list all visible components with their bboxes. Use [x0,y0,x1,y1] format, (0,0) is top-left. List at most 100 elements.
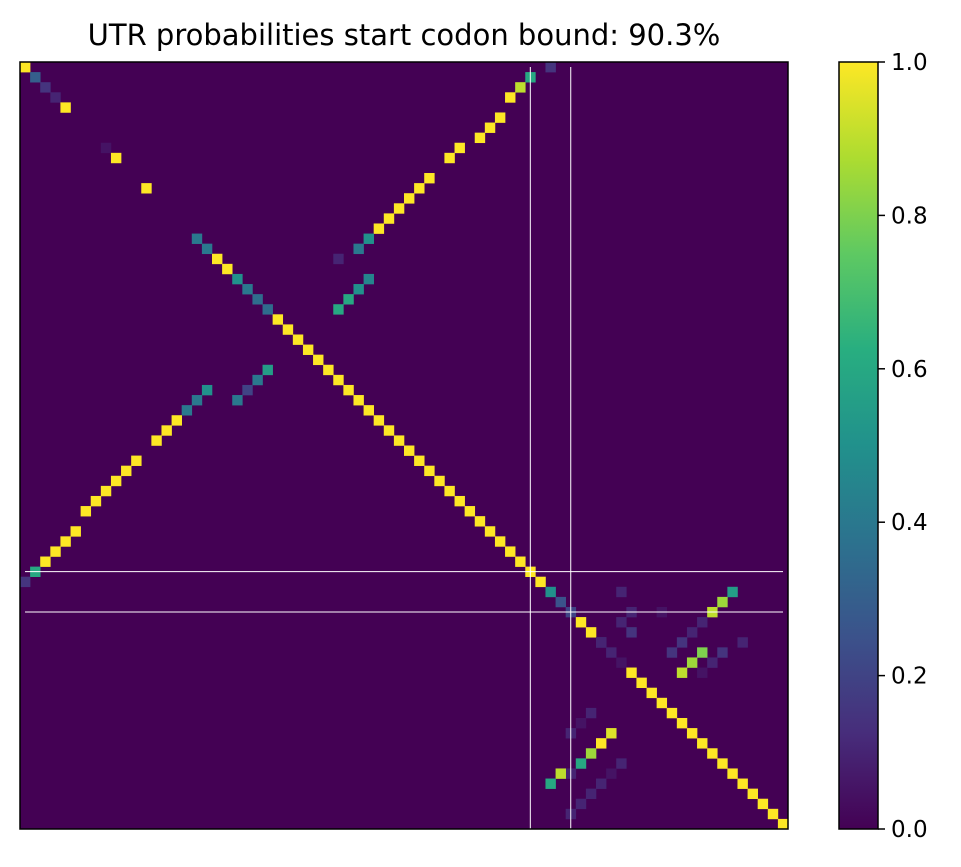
heatmap-cell [40,82,51,93]
heatmap-cell [515,556,526,567]
heatmap-cell [697,647,708,658]
heatmap-cell [616,758,627,769]
heatmap-cell [767,808,779,820]
heatmap-cell [727,768,738,779]
heatmap-cell [505,546,516,557]
heatmap-cell [272,314,284,325]
heatmap-cell [555,596,566,608]
heatmap-cell [555,768,566,779]
heatmap-cell [242,384,253,396]
heatmap-cell [596,738,607,749]
guide-lines [25,67,783,829]
heatmap-cell [222,263,233,275]
heatmap-cell [232,395,243,406]
heatmap-cell [80,506,92,517]
heatmap-cell [454,142,465,154]
colorbar-tick-label: 0.0 [891,817,928,843]
heatmap-cell [121,465,132,477]
heatmap-cell [404,445,415,456]
heatmap-cell [616,617,627,628]
heatmap-cell [404,193,415,204]
heatmap-cell [424,465,435,477]
heatmap-cell [333,253,344,265]
heatmap-cell [333,374,344,386]
heatmap-cell [646,687,657,699]
heatmap-cell [191,395,203,406]
heatmap-cell [373,415,385,426]
heatmap-cell [454,495,465,507]
heatmap-cell [474,132,486,144]
heatmap-cell [757,798,769,810]
heatmap-cell [323,364,334,376]
heatmap-frame [19,61,789,830]
heatmap-cell [606,647,617,658]
heatmap-cell [727,586,738,598]
heatmap-cell [707,657,718,668]
heatmap-cell [494,536,506,547]
heatmap-cell [717,596,728,608]
heatmap-cell [737,637,748,648]
heatmap-cell [40,556,51,567]
heatmap-cell [606,768,617,779]
heatmap-cell [252,294,263,305]
heatmap-cell [30,72,41,83]
heatmap-cell [626,627,637,638]
heatmap-cell [131,455,142,466]
heatmap-cell [201,384,213,396]
heatmap-cell [50,92,61,103]
heatmap-cell [434,475,445,487]
heatmap-cell [50,546,61,557]
heatmap-cell [575,798,587,810]
heatmap-cell [676,637,688,648]
heatmap-cells [20,62,789,830]
heatmap-cell [333,304,344,315]
heatmap-cell [585,788,597,800]
heatmap-cell [343,294,354,305]
heatmap-cell [686,657,698,668]
colorbar-tick-label: 0.6 [891,357,928,383]
heatmap-cell [666,647,678,658]
chart-title: UTR probabilities start codon bound: 90.… [88,18,721,52]
heatmap-cell [585,748,597,759]
heatmap-cell [353,284,364,295]
heatmap-cell [575,617,587,628]
heatmap-cell [606,728,617,739]
heatmap-cell [373,223,385,234]
heatmap-cell [383,425,395,436]
heatmap-cell [515,82,526,93]
heatmap-cell [212,253,223,265]
heatmap-cell [474,516,486,527]
heatmap-cell [676,717,688,729]
heatmap-cell [60,536,71,547]
heatmap-cell [100,142,112,154]
heatmap-cell [777,818,789,830]
heatmap-cell [110,475,122,487]
heatmap-cell [363,273,374,285]
heatmap-cell [20,576,31,588]
heatmap-cell [100,485,112,497]
heatmap-cell [110,152,122,164]
heatmap-cell [596,778,607,789]
heatmap-cell [383,213,395,224]
heatmap-cell [353,243,364,255]
heatmap-cell [282,324,294,335]
heatmap-cell [292,334,304,345]
heatmap-cell [70,526,81,537]
heatmap-cell [585,627,597,638]
heatmap-cell [676,667,688,678]
heatmap-cell [585,707,597,719]
heatmap-cell [596,637,607,648]
heatmap-cell [191,233,203,244]
heatmap-cell [262,364,273,376]
heatmap-cell [717,758,728,769]
heatmap-cell [666,707,678,719]
colorbar-ticks: 0.0 0.2 0.4 0.6 0.8 1.0 [878,50,928,843]
heatmap-cell [697,617,708,628]
heatmap-cell [656,697,668,709]
heatmap-cell [626,667,637,678]
heatmap-cell [575,758,587,769]
heatmap-cell [737,778,748,789]
heatmap-cell [60,102,71,113]
heatmap-cell [575,717,587,729]
colorbar-tick-label: 1.0 [891,50,928,76]
